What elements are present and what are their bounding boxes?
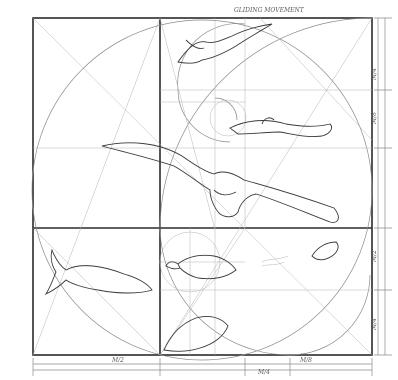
bottom-fish-sketch: [163, 315, 229, 352]
albatross-sketch: [101, 142, 339, 223]
center-fish-sketch: [165, 254, 237, 280]
bottom-label-3: M/4: [257, 369, 270, 376]
sheet-title: GLIDING MOVEMENT: [234, 7, 305, 14]
bottom-label-2: M/8: [299, 357, 312, 364]
middle-gull-sketch: [229, 117, 333, 137]
small-fish-sketch: [311, 241, 339, 261]
right-label-2: M/8: [371, 112, 378, 125]
left-fish-sketch: [44, 248, 153, 296]
right-label-4: M/4: [371, 318, 378, 331]
scribble-annotations: [261, 255, 289, 267]
inscribed-circle: [31, 19, 373, 361]
right-label-3: M/2: [371, 250, 378, 263]
bottom-dimension-row: [32, 358, 373, 376]
golden-spiral: [159, 17, 373, 356]
top-gull-sketch: [177, 23, 273, 64]
right-dimension-column: [374, 17, 392, 356]
right-label-1: M/4: [371, 68, 378, 81]
bottom-label-1: M/2: [111, 357, 124, 364]
construction-lines: [32, 17, 373, 356]
